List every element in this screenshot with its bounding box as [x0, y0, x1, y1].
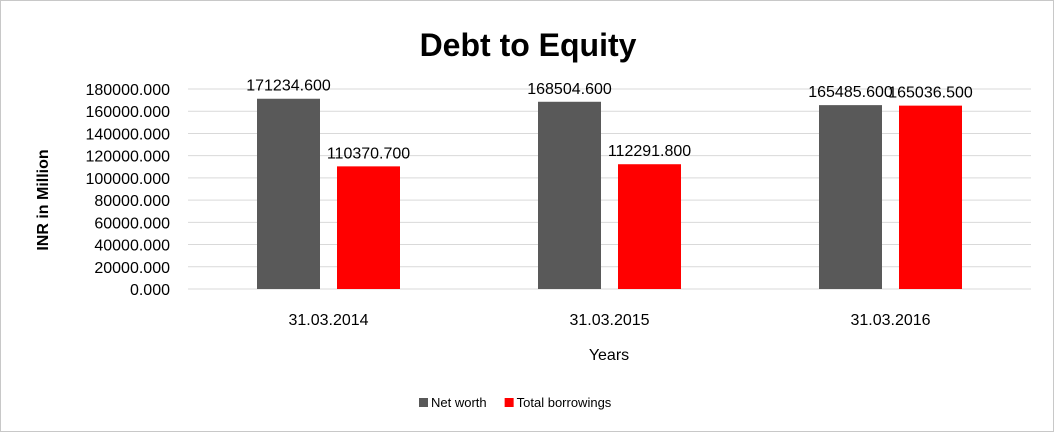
- legend-label: Total borrowings: [517, 395, 612, 410]
- legend-swatch: [504, 398, 514, 407]
- bar: [257, 98, 320, 289]
- data-labels: 171234.600 110370.700 168504.600 112291.800…: [246, 78, 973, 163]
- y-tick-label: 80000.000: [94, 193, 170, 210]
- data-label: 110370.700: [327, 145, 410, 162]
- y-tick-label: 0.000: [130, 282, 170, 299]
- y-tick-label: 20000.000: [94, 260, 170, 277]
- bar: [899, 105, 962, 289]
- legend: Net worth Total borrowings: [419, 395, 612, 410]
- x-category-label: 31.03.2014: [288, 312, 368, 329]
- x-category-labels: 31.03.2014 31.03.2015 31.03.2016: [288, 312, 930, 329]
- y-tick-label: 100000.000: [85, 171, 170, 188]
- legend-swatch: [419, 398, 428, 407]
- y-tick-label: 180000.000: [85, 82, 170, 99]
- chart-title: Debt to Equity: [420, 27, 637, 63]
- data-label: 168504.600: [527, 81, 612, 98]
- y-tick-label: 160000.000: [85, 104, 170, 121]
- gridlines: [188, 88, 1031, 290]
- data-label: 112291.800: [608, 143, 691, 160]
- x-axis-title: Years: [589, 347, 629, 364]
- x-category-label: 31.03.2015: [569, 312, 649, 329]
- y-tick-label: 40000.000: [94, 238, 170, 255]
- y-tick-label: 60000.000: [94, 215, 170, 232]
- y-tick-label: 120000.000: [85, 149, 170, 166]
- data-label: 171234.600: [246, 78, 331, 95]
- y-tick-labels: 0.000 20000.000 40000.000 60000.000 80000.00…: [85, 82, 170, 299]
- data-label: 165485.600: [808, 84, 893, 101]
- data-label: 165036.500: [888, 85, 973, 102]
- legend-label: Net worth: [431, 395, 487, 410]
- bar: [538, 101, 601, 289]
- bar: [618, 164, 681, 289]
- bar: [819, 105, 882, 290]
- bar: [337, 166, 400, 289]
- bars: [257, 98, 962, 290]
- y-axis-title: INR in Million: [35, 149, 52, 250]
- y-tick-label: 140000.000: [85, 126, 170, 143]
- x-category-label: 31.03.2016: [850, 312, 930, 329]
